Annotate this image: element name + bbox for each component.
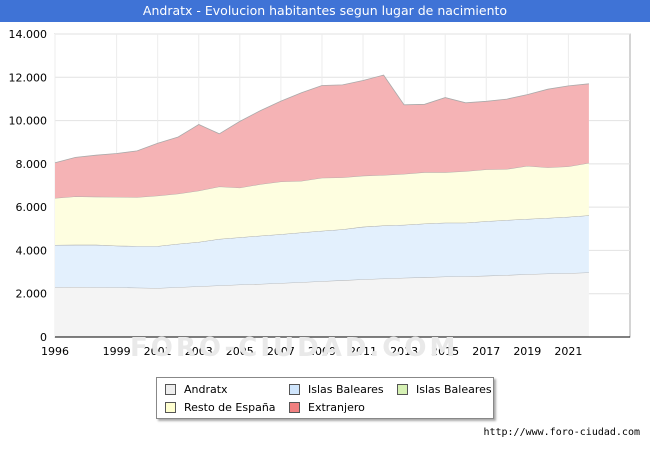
legend-label-extranjero: Extranjero xyxy=(308,401,365,414)
y-axis-ticks: 0 2.000 4.000 6.000 8.000 10.000 12.000 14.000 xyxy=(9,28,48,344)
x-tick-label: 2021 xyxy=(554,345,582,358)
area-series-1 xyxy=(55,215,589,289)
x-tick-label: 2005 xyxy=(226,345,254,358)
x-tick-label: 2015 xyxy=(431,345,459,358)
legend-swatch-resto-espana xyxy=(165,401,176,413)
x-tick-label: 2007 xyxy=(267,345,295,358)
legend-label-resto-espana: Resto de España xyxy=(184,401,276,414)
legend-item-extranjero: Extranjero xyxy=(289,401,365,415)
y-tick-label: 10.000 xyxy=(9,115,48,128)
legend-label-andratx: Andratx xyxy=(184,383,228,396)
x-tick-label: 2009 xyxy=(308,345,336,358)
x-tick-label: 2011 xyxy=(349,345,377,358)
y-tick-label: 12.000 xyxy=(9,71,48,84)
legend-label-islas-baleares-1: Islas Baleares xyxy=(308,383,384,396)
legend-swatch-andratx xyxy=(165,383,176,395)
legend-swatch-islas-baleares-1 xyxy=(289,383,300,395)
x-tick-label: 2001 xyxy=(144,345,172,358)
legend-item-resto-espana: Resto de España xyxy=(165,401,276,415)
watermark-text: FORO-CIUDAD.COM xyxy=(130,333,459,363)
legend-label-islas-baleares-2: Islas Baleares xyxy=(416,383,492,396)
y-tick-label: 14.000 xyxy=(9,28,48,41)
y-tick-label: 0 xyxy=(40,331,47,344)
y-tick-label: 8.000 xyxy=(16,158,48,171)
legend-swatch-islas-baleares-2 xyxy=(397,383,408,395)
legend-item-andratx: Andratx xyxy=(165,383,228,397)
chart-title: Andratx - Evolucion habitantes segun lug… xyxy=(0,0,650,22)
x-tick-label: 2017 xyxy=(472,345,500,358)
x-tick-label: 1996 xyxy=(41,345,69,358)
area-boundary-4 xyxy=(54,74,589,164)
y-tick-label: 6.000 xyxy=(16,201,48,214)
x-tick-label: 1999 xyxy=(103,345,131,358)
legend-item-islas-baleares-1: Islas Baleares xyxy=(289,383,384,397)
area-series-3 xyxy=(55,163,589,247)
x-tick-label: 2003 xyxy=(185,345,213,358)
x-tick-label: 2013 xyxy=(390,345,418,358)
area-series-0 xyxy=(55,272,589,337)
legend: Andratx Islas Baleares Islas Baleares Re… xyxy=(156,377,494,419)
y-tick-label: 2.000 xyxy=(16,288,48,301)
legend-swatch-extranjero xyxy=(289,401,300,413)
x-tick-label: 2019 xyxy=(513,345,541,358)
x-axis-ticks: 1996 1999 2001 2003 2005 2007 2009 2011 2013 2015… xyxy=(41,345,582,358)
area-series-4 xyxy=(55,75,589,199)
legend-item-islas-baleares-2: Islas Baleares xyxy=(397,383,492,397)
area-series xyxy=(54,74,589,337)
source-link[interactable]: http://www.foro-ciudad.com xyxy=(483,427,640,438)
y-tick-label: 4.000 xyxy=(16,244,48,257)
